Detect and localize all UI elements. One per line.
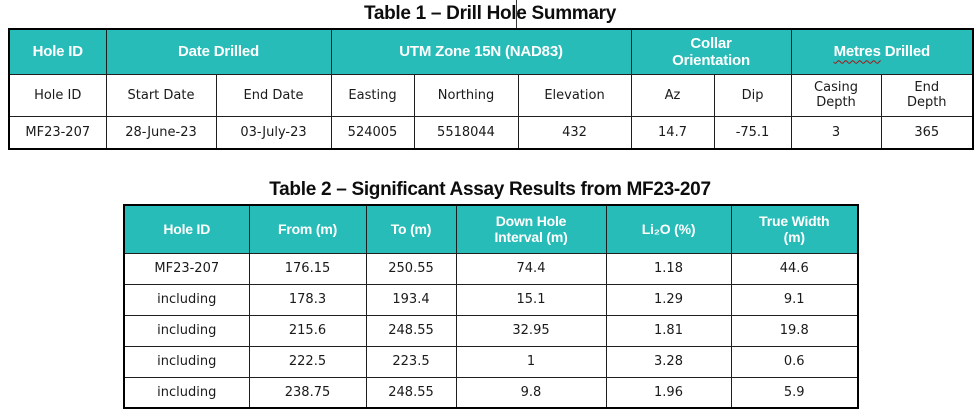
column-header-end-depth: End Depth — [880, 73, 974, 117]
cell-from: 176.15 — [248, 252, 367, 285]
column-header-hole-id: Hole ID — [123, 204, 250, 254]
cell-to: 250.55 — [365, 252, 457, 285]
cell-az: 14.7 — [630, 115, 715, 150]
cell-interval: 15.1 — [455, 283, 607, 316]
cell-end-depth: 365 — [880, 115, 974, 150]
cell-elevation: 432 — [517, 115, 632, 150]
table2-data-row: including 178.3 193.4 15.1 1.29 9.1 — [123, 283, 859, 316]
column-header-dip: Dip — [713, 73, 792, 117]
group-header-collar-orientation: Collar Orientation — [630, 28, 792, 75]
group-header-metres-drilled: Metres Drilled — [790, 28, 974, 75]
group-header-hole-id: Hole ID — [8, 28, 107, 75]
cell-from: 178.3 — [248, 283, 367, 316]
cell-interval: 1 — [455, 345, 607, 378]
cell-true-width: 0.6 — [730, 345, 859, 378]
table2-data-row: including 222.5 223.5 1 3.28 0.6 — [123, 345, 859, 378]
drill-hole-summary-table: Hole ID Date Drilled UTM Zone 15N (NAD83… — [8, 28, 975, 150]
cell-li2o: 1.81 — [605, 314, 732, 347]
column-header-az: Az — [630, 73, 715, 117]
cell-to: 248.55 — [365, 376, 457, 409]
column-header-casing-depth: Casing Depth — [790, 73, 882, 117]
cell-interval: 32.95 — [455, 314, 607, 347]
cell-li2o: 1.18 — [605, 252, 732, 285]
column-header-northing: Northing — [413, 73, 519, 117]
group-header-date-drilled: Date Drilled — [105, 28, 332, 75]
cell-end-date: 03-July-23 — [215, 115, 332, 150]
cell-to: 223.5 — [365, 345, 457, 378]
assay-results-table: Hole ID From (m) To (m) Down Hole Interv… — [123, 204, 859, 409]
cell-dip: -75.1 — [713, 115, 792, 150]
cell-li2o: 1.29 — [605, 283, 732, 316]
cell-casing-depth: 3 — [790, 115, 882, 150]
column-header-li2o-percent: Li₂O (%) — [605, 204, 732, 254]
table1-column-header-row: Hole ID Start Date End Date Easting Nort… — [8, 73, 974, 117]
table2-data-row: including 215.6 248.55 32.95 1.81 19.8 — [123, 314, 859, 347]
column-header-hole-id: Hole ID — [8, 73, 107, 117]
gridline-artifact — [516, 0, 517, 28]
column-header-elevation: Elevation — [517, 73, 632, 117]
cell-true-width: 44.6 — [730, 252, 859, 285]
cell-hole-id: including — [123, 345, 250, 378]
cell-from: 222.5 — [248, 345, 367, 378]
cell-hole-id: MF23-207 — [8, 115, 107, 150]
cell-northing: 5518044 — [413, 115, 519, 150]
table2-title: Table 2 – Significant Assay Results from… — [269, 179, 711, 200]
metres-word-spellcheck: Metres — [833, 43, 881, 61]
table2-data-row: MF23-207 176.15 250.55 74.4 1.18 44.6 — [123, 252, 859, 285]
column-header-end-date: End Date — [215, 73, 332, 117]
cell-hole-id: including — [123, 283, 250, 316]
cell-interval: 9.8 — [455, 376, 607, 409]
column-header-start-date: Start Date — [105, 73, 217, 117]
table2-data-row: including 238.75 248.55 9.8 1.96 5.9 — [123, 376, 859, 409]
cell-from: 215.6 — [248, 314, 367, 347]
column-header-true-width: True Width (m) — [730, 204, 859, 254]
cell-true-width: 9.1 — [730, 283, 859, 316]
table2-header-row: Hole ID From (m) To (m) Down Hole Interv… — [123, 204, 859, 254]
column-header-to-m: To (m) — [365, 204, 457, 254]
cell-true-width: 19.8 — [730, 314, 859, 347]
table1-group-header-row: Hole ID Date Drilled UTM Zone 15N (NAD83… — [8, 28, 974, 75]
table1-data-row: MF23-207 28-June-23 03-July-23 524005 55… — [8, 115, 974, 150]
cell-easting: 524005 — [330, 115, 415, 150]
cell-from: 238.75 — [248, 376, 367, 409]
column-header-from-m: From (m) — [248, 204, 367, 254]
group-header-utm-zone: UTM Zone 15N (NAD83) — [330, 28, 632, 75]
table1-title: Table 1 – Drill Hole Summary — [363, 3, 617, 24]
cell-to: 193.4 — [365, 283, 457, 316]
drilled-word: Drilled — [884, 43, 930, 61]
cell-hole-id: MF23-207 — [123, 252, 250, 285]
cell-interval: 74.4 — [455, 252, 607, 285]
column-header-easting: Easting — [330, 73, 415, 117]
cell-hole-id: including — [123, 376, 250, 409]
cell-li2o: 3.28 — [605, 345, 732, 378]
column-header-down-hole-interval: Down Hole Interval (m) — [455, 204, 607, 254]
cell-hole-id: including — [123, 314, 250, 347]
cell-start-date: 28-June-23 — [105, 115, 217, 150]
cell-to: 248.55 — [365, 314, 457, 347]
cell-li2o: 1.96 — [605, 376, 732, 409]
cell-true-width: 5.9 — [730, 376, 859, 409]
